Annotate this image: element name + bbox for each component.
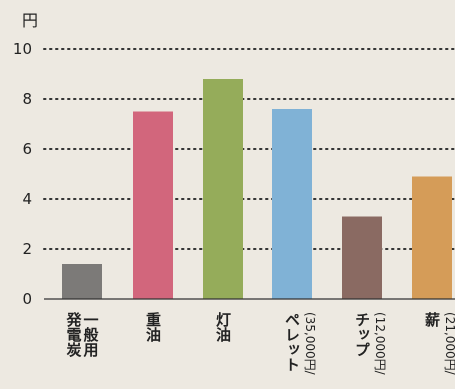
category-label: 重油 [144, 311, 162, 343]
category-label-line: 薪 [423, 311, 441, 328]
category-label: チップ (12,000円/ [353, 312, 387, 376]
category-label-line: 灯油 [214, 312, 232, 343]
category-label-line: 一般用 [82, 312, 100, 358]
category-label-line: ペレット [283, 312, 301, 372]
category-sublabel: (35,000円/ [303, 312, 317, 376]
category-label: ペレット (35,000円/ [283, 312, 317, 376]
category-label: 薪 (21,000円/ [423, 311, 455, 375]
y-tick-label: 8 [22, 90, 32, 108]
bars [62, 79, 452, 299]
y-tick-label: 2 [22, 240, 32, 258]
y-tick-label: 0 [22, 290, 32, 308]
category-sublabel: (21,000円/ [443, 312, 455, 376]
y-tick-label: 10 [13, 40, 32, 58]
bar-5 [342, 216, 382, 299]
bar-1 [62, 264, 102, 299]
category-label-line: 発電炭 [65, 311, 83, 358]
y-tick-label: 4 [22, 190, 32, 208]
bar-6 [412, 176, 452, 299]
bar-2 [133, 111, 173, 299]
category-label-line: 重油 [144, 311, 162, 343]
bar-4 [272, 109, 312, 299]
y-axis-unit-label: 円 [22, 11, 38, 30]
y-tick-labels: 0 2 4 6 8 10 [13, 40, 32, 308]
bar-3 [203, 79, 243, 299]
y-tick-label: 6 [22, 140, 32, 158]
category-label: 灯油 [214, 312, 232, 343]
category-sublabel: (12,000円/ [373, 312, 387, 376]
gridlines [43, 48, 455, 250]
category-label-line: チップ [353, 312, 371, 357]
